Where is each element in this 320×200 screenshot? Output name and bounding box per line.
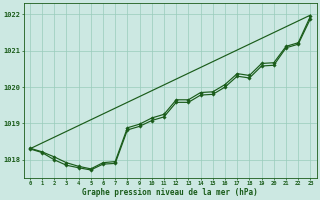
X-axis label: Graphe pression niveau de la mer (hPa): Graphe pression niveau de la mer (hPa) — [82, 188, 258, 197]
